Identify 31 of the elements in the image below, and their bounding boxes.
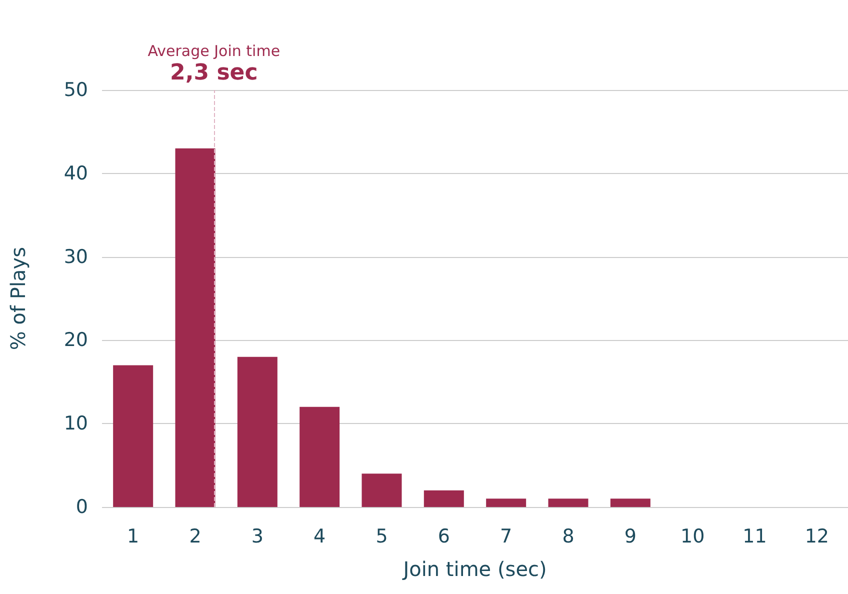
- bar: [548, 498, 588, 507]
- x-tick-label: 4: [314, 526, 326, 548]
- x-tick-label: 5: [376, 526, 388, 548]
- x-tick-label: 7: [500, 526, 512, 548]
- y-tick-label: 50: [64, 79, 88, 101]
- y-tick-label: 40: [64, 162, 88, 184]
- bar: [237, 356, 278, 507]
- text: Average Join time: [148, 42, 280, 60]
- x-tick-label: 11: [742, 526, 767, 548]
- bar: [300, 406, 340, 507]
- x-tick-label: 12: [804, 526, 830, 548]
- y-tick-label: 20: [64, 329, 88, 352]
- bar: [113, 365, 154, 507]
- x-tick-label: 3: [251, 526, 264, 548]
- x-tick-label: 10: [680, 526, 705, 548]
- bar: [175, 148, 216, 507]
- x-tick-label: 9: [624, 526, 636, 548]
- x-tick-label: 6: [438, 526, 450, 548]
- x-axis-title: Join time (sec): [401, 557, 547, 581]
- bar: [610, 498, 650, 507]
- x-tick-label: 8: [562, 526, 574, 548]
- y-axis-title: % of Plays: [6, 246, 30, 350]
- bar: [424, 490, 464, 507]
- y-tick-label: 30: [64, 246, 88, 268]
- x-tick-label: 2: [189, 526, 202, 548]
- y-tick-label: 10: [64, 412, 88, 435]
- y-tick-label: 0: [76, 496, 88, 518]
- bar: [362, 474, 402, 507]
- bar: [486, 498, 526, 507]
- x-tick-label: 1: [127, 526, 140, 548]
- ref-line-label: 2,3 sec: [170, 60, 258, 86]
